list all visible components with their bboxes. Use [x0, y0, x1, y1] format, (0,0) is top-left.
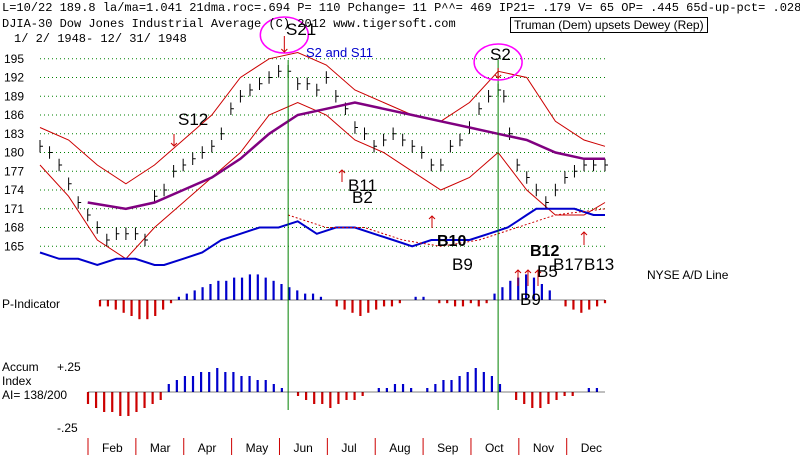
lower-band — [39, 101, 606, 260]
buy-arrow-head — [524, 269, 532, 274]
month-label: Dec — [581, 441, 602, 455]
signal-b17: B17 — [553, 255, 583, 274]
price-axis: 195 192 189 186 183 180 177 174 171 168 165 — [4, 52, 24, 254]
index-label: Index — [2, 374, 31, 388]
accum-plus-tick: +.25 — [57, 360, 81, 374]
ai-label: AI= 138/200 — [2, 388, 67, 402]
price-tick-label: 174 — [4, 183, 24, 197]
month-label: Sep — [437, 441, 459, 455]
signal-vertical-lines — [287, 60, 499, 410]
accum-label: Accum — [2, 360, 39, 374]
accum-index-histogram — [86, 368, 605, 416]
header-line2: DJIA-30 Dow Jones Industrial Average (C)… — [2, 17, 456, 31]
month-label: Aug — [389, 441, 410, 455]
sell-arrow-head — [280, 48, 288, 53]
dotted-path — [287, 208, 606, 247]
price-bars — [39, 65, 608, 247]
price-tick-label: 189 — [4, 89, 24, 103]
s21-circle — [259, 16, 310, 54]
ad-line-label: NYSE A/D Line — [647, 268, 729, 282]
month-label: May — [246, 441, 269, 455]
price-tick-label: 171 — [4, 202, 24, 216]
month-label: Apr — [198, 441, 217, 455]
buy-arrow-head — [338, 169, 346, 174]
signal-b2: B2 — [352, 188, 373, 207]
price-tick-label: 192 — [4, 71, 24, 85]
signal-b10: B10 — [437, 233, 466, 250]
month-label: Nov — [533, 441, 554, 455]
signal-b5: B5 — [537, 262, 558, 281]
month-axis: Feb Mar Apr May Jun Jul Aug Sep Oct Nov Dec — [87, 438, 602, 455]
month-label: Oct — [485, 441, 504, 455]
signal-b13: B13 — [584, 255, 614, 274]
signal-b9-lower: B9 — [520, 290, 541, 309]
header-line1: L=10/22 189.8 la/ma=1.041 21dma.roc=.694… — [2, 1, 800, 15]
moving-average — [87, 101, 605, 211]
signal-b9: B9 — [452, 255, 473, 274]
price-tick-label: 186 — [4, 108, 24, 122]
signal-b12: B12 — [530, 243, 559, 260]
dotted-line — [287, 208, 606, 247]
signal-s2-s11: S2 and S11 — [306, 45, 373, 60]
month-label: Feb — [102, 441, 123, 455]
signal-s12: S12 — [178, 110, 208, 129]
buy-arrow-head — [514, 269, 522, 274]
ad-line-path — [39, 207, 605, 267]
signal-markers — [170, 16, 588, 286]
buy-arrow-head — [428, 215, 436, 220]
price-tick-label: 195 — [4, 52, 24, 66]
election-note: Truman (Dem) upsets Dewey (Rep) — [510, 17, 708, 33]
signal-s21: S21 — [286, 20, 316, 39]
price-tick-label: 177 — [4, 164, 24, 178]
p-indicator-label: P-Indicator — [2, 297, 60, 311]
month-label: Jul — [341, 441, 356, 455]
price-tick-label: 183 — [4, 127, 24, 141]
buy-arrow-head — [534, 269, 542, 274]
buy-arrow-head — [580, 231, 588, 236]
accum-minus-tick: -.25 — [57, 421, 78, 435]
month-label: Mar — [150, 441, 171, 455]
price-tick-label: 180 — [4, 146, 24, 160]
p-indicator-histogram — [98, 274, 607, 320]
signal-b11: B11 — [348, 176, 377, 195]
signal-s2: S2 — [490, 45, 511, 64]
price-tick-label: 168 — [4, 221, 24, 235]
ad-line — [39, 207, 605, 267]
bollinger-bands — [39, 51, 606, 260]
price-tick-label: 165 — [4, 239, 24, 253]
ma-line — [87, 101, 605, 211]
sell-arrow-head — [170, 142, 178, 147]
date-range: 1/ 2/ 1948- 12/ 31/ 1948 — [14, 32, 187, 46]
s2-circle — [473, 43, 523, 81]
sell-arrow-head — [494, 74, 502, 79]
month-label: Jun — [293, 441, 312, 455]
upper-band — [39, 51, 606, 185]
